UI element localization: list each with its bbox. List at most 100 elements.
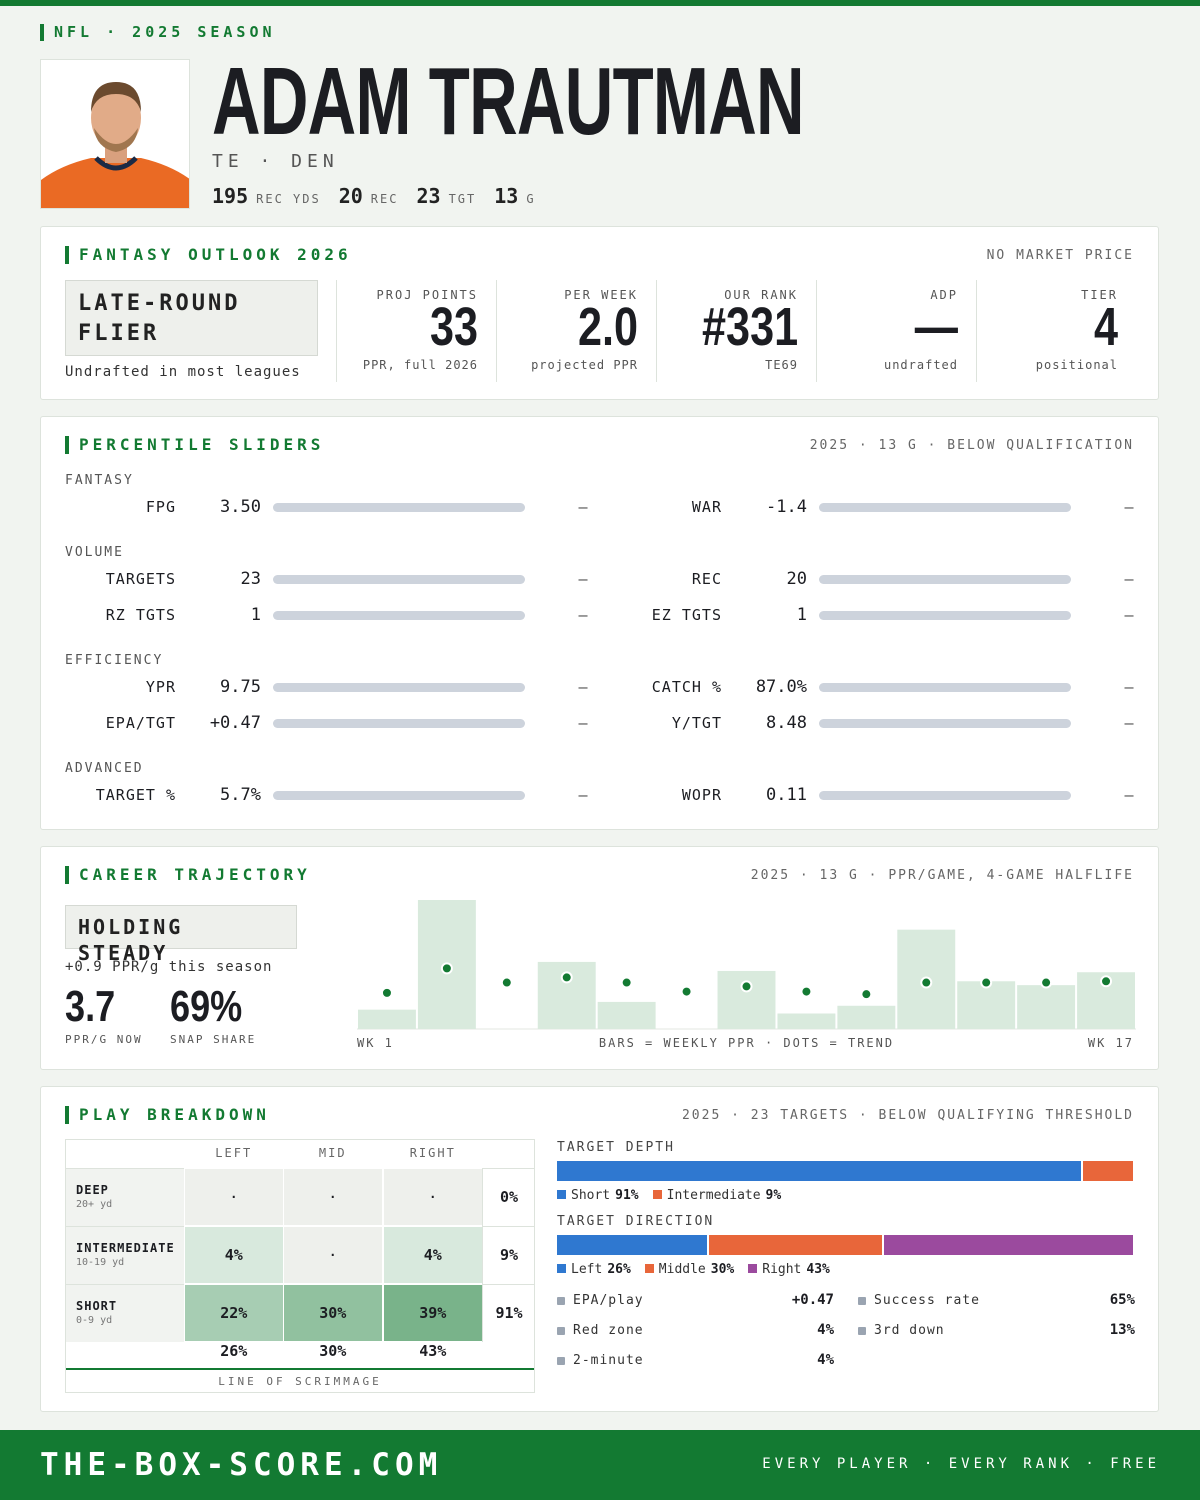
big-stat: 3.7 PPR/G NOW [65,983,143,1047]
stat-swatch [557,1357,565,1365]
column-total: 30% [319,1342,347,1360]
metric-label: PER WEEK [564,288,638,302]
slider-label: CATCH % [651,678,722,696]
legend-swatch [557,1190,566,1199]
bar [837,1005,896,1029]
slider-pct: — [578,606,588,624]
slider-track [273,611,525,620]
stat-value: 23 [416,184,441,208]
metric: PER WEEK 2.0 projected PPR [496,280,656,382]
zone-grid: LEFT MID RIGHT DEEP 20+ yd · · · 0% INTERMEDIATE 1… [65,1139,535,1393]
scrimmage-line [66,1368,534,1370]
stat-value: 4% [817,1352,834,1368]
metric-label: OUR RANK [724,288,798,302]
slider-pct: — [578,714,588,732]
slider-pct: — [1124,714,1134,732]
big-value: 69% [170,982,243,1031]
section-title: PERCENTILE SLIDERS [65,436,324,454]
slider-value: 1 [796,605,807,625]
slider-value: 8.48 [766,713,807,733]
slider-track [819,575,1071,584]
slider-track [273,503,525,512]
trend-dot [980,976,993,989]
trend-dot [1040,976,1053,989]
column-label: LEFT [215,1146,253,1160]
row-sub: 10-19 yd [76,1257,125,1268]
badge-sub: Undrafted in most leagues [65,364,301,380]
group-label: EFFICIENCY [65,653,164,668]
metric-value-wrap: 4 [977,297,1118,357]
metric-sub: TE69 [765,358,798,372]
header-stats: 195 REC YDS 20 REC 23 TGT 13 G [212,184,554,208]
row-name: INTERMEDIATE [76,1241,175,1255]
metric-value-wrap: — [817,297,958,357]
scrimmage-label: LINE OF SCRIMMAGE [218,1375,382,1388]
stat-label: TGT [448,192,477,206]
trend-dot [620,976,633,989]
stat-swatch [557,1327,565,1335]
slider-track [819,611,1071,620]
slider-label: WOPR [681,786,722,804]
stat-label: REC [370,192,399,206]
stat-label: G [526,192,536,206]
metric-sub: projected PPR [531,358,638,372]
legend-name: Right [762,1262,802,1277]
bar [1017,985,1076,1029]
legend-value: 9% [765,1188,782,1203]
stat-value: 65% [1109,1292,1135,1308]
footer: THE-BOX-SCORE.COM EVERY PLAYER · EVERY R… [0,1430,1200,1500]
slider-label: FPG [145,498,176,516]
metric-value: #331 [701,297,798,357]
metric-sub: PPR, full 2026 [362,358,478,372]
slider-value: 9.75 [220,677,261,697]
split-segment [557,1161,1081,1181]
legend-name: Left [571,1262,603,1277]
legend-name: Short [571,1188,611,1203]
section-note: 2025 · 23 TARGETS · BELOW QUALIFYING THR… [681,1108,1134,1123]
name-wrap: ADAM TRAUTMAN [212,52,1058,152]
slider-value: -1.4 [766,497,807,517]
zone-cell: · [283,1168,383,1226]
legend-swatch [557,1264,566,1273]
bar [597,1001,656,1029]
trend-dot [800,985,813,998]
x-end-label: WK 17 [1087,1036,1134,1050]
metric: ADP — undrafted [816,280,976,382]
slider-track [819,503,1071,512]
slider-track [273,791,525,800]
slider-track [273,683,525,692]
row-total: 0% [482,1168,535,1226]
legend-value: 30% [710,1262,735,1277]
bar [358,1009,416,1029]
sliders-card: PERCENTILE SLIDERS 2025 · 13 G · BELOW Q… [40,416,1159,830]
bar [777,1013,836,1029]
metric: OUR RANK #331 TE69 [656,280,816,382]
metric-sub: positional [1035,358,1118,372]
chart-caption: BARS = WEEKLY PPR · DOTS = TREND [598,1036,895,1050]
big-label: PPR/G NOW [65,1033,143,1046]
zone-cell: · [184,1168,284,1226]
group-label: FANTASY [65,473,134,488]
slider-pct: — [578,498,588,516]
slider-pct: — [1124,606,1134,624]
column-total: 43% [419,1342,447,1360]
stat-value: 4% [817,1322,834,1338]
slider-pct: — [1124,570,1134,588]
x-start-label: WK 1 [357,1036,394,1050]
split-segment [883,1235,1133,1255]
stat-value: 20 [338,184,363,208]
stat-label: Red zone [573,1323,644,1338]
stat-value: 195 [212,184,249,208]
row-sub: 0-9 yd [76,1315,113,1326]
slider-label: Y/TGT [671,714,722,732]
metric-value: — [914,297,958,357]
legend-value: 91% [615,1188,639,1203]
metric-value: 4 [1093,297,1118,357]
slider-value: 0.11 [766,785,807,805]
slider-track [273,575,525,584]
row-name: SHORT [76,1299,118,1313]
metric: PROJ POINTS 33 PPR, full 2026 [336,280,496,382]
trend-dot [740,980,753,993]
section-note: 2025 · 13 G · BELOW QUALIFICATION [809,438,1134,453]
slider-value: +0.47 [209,713,261,733]
